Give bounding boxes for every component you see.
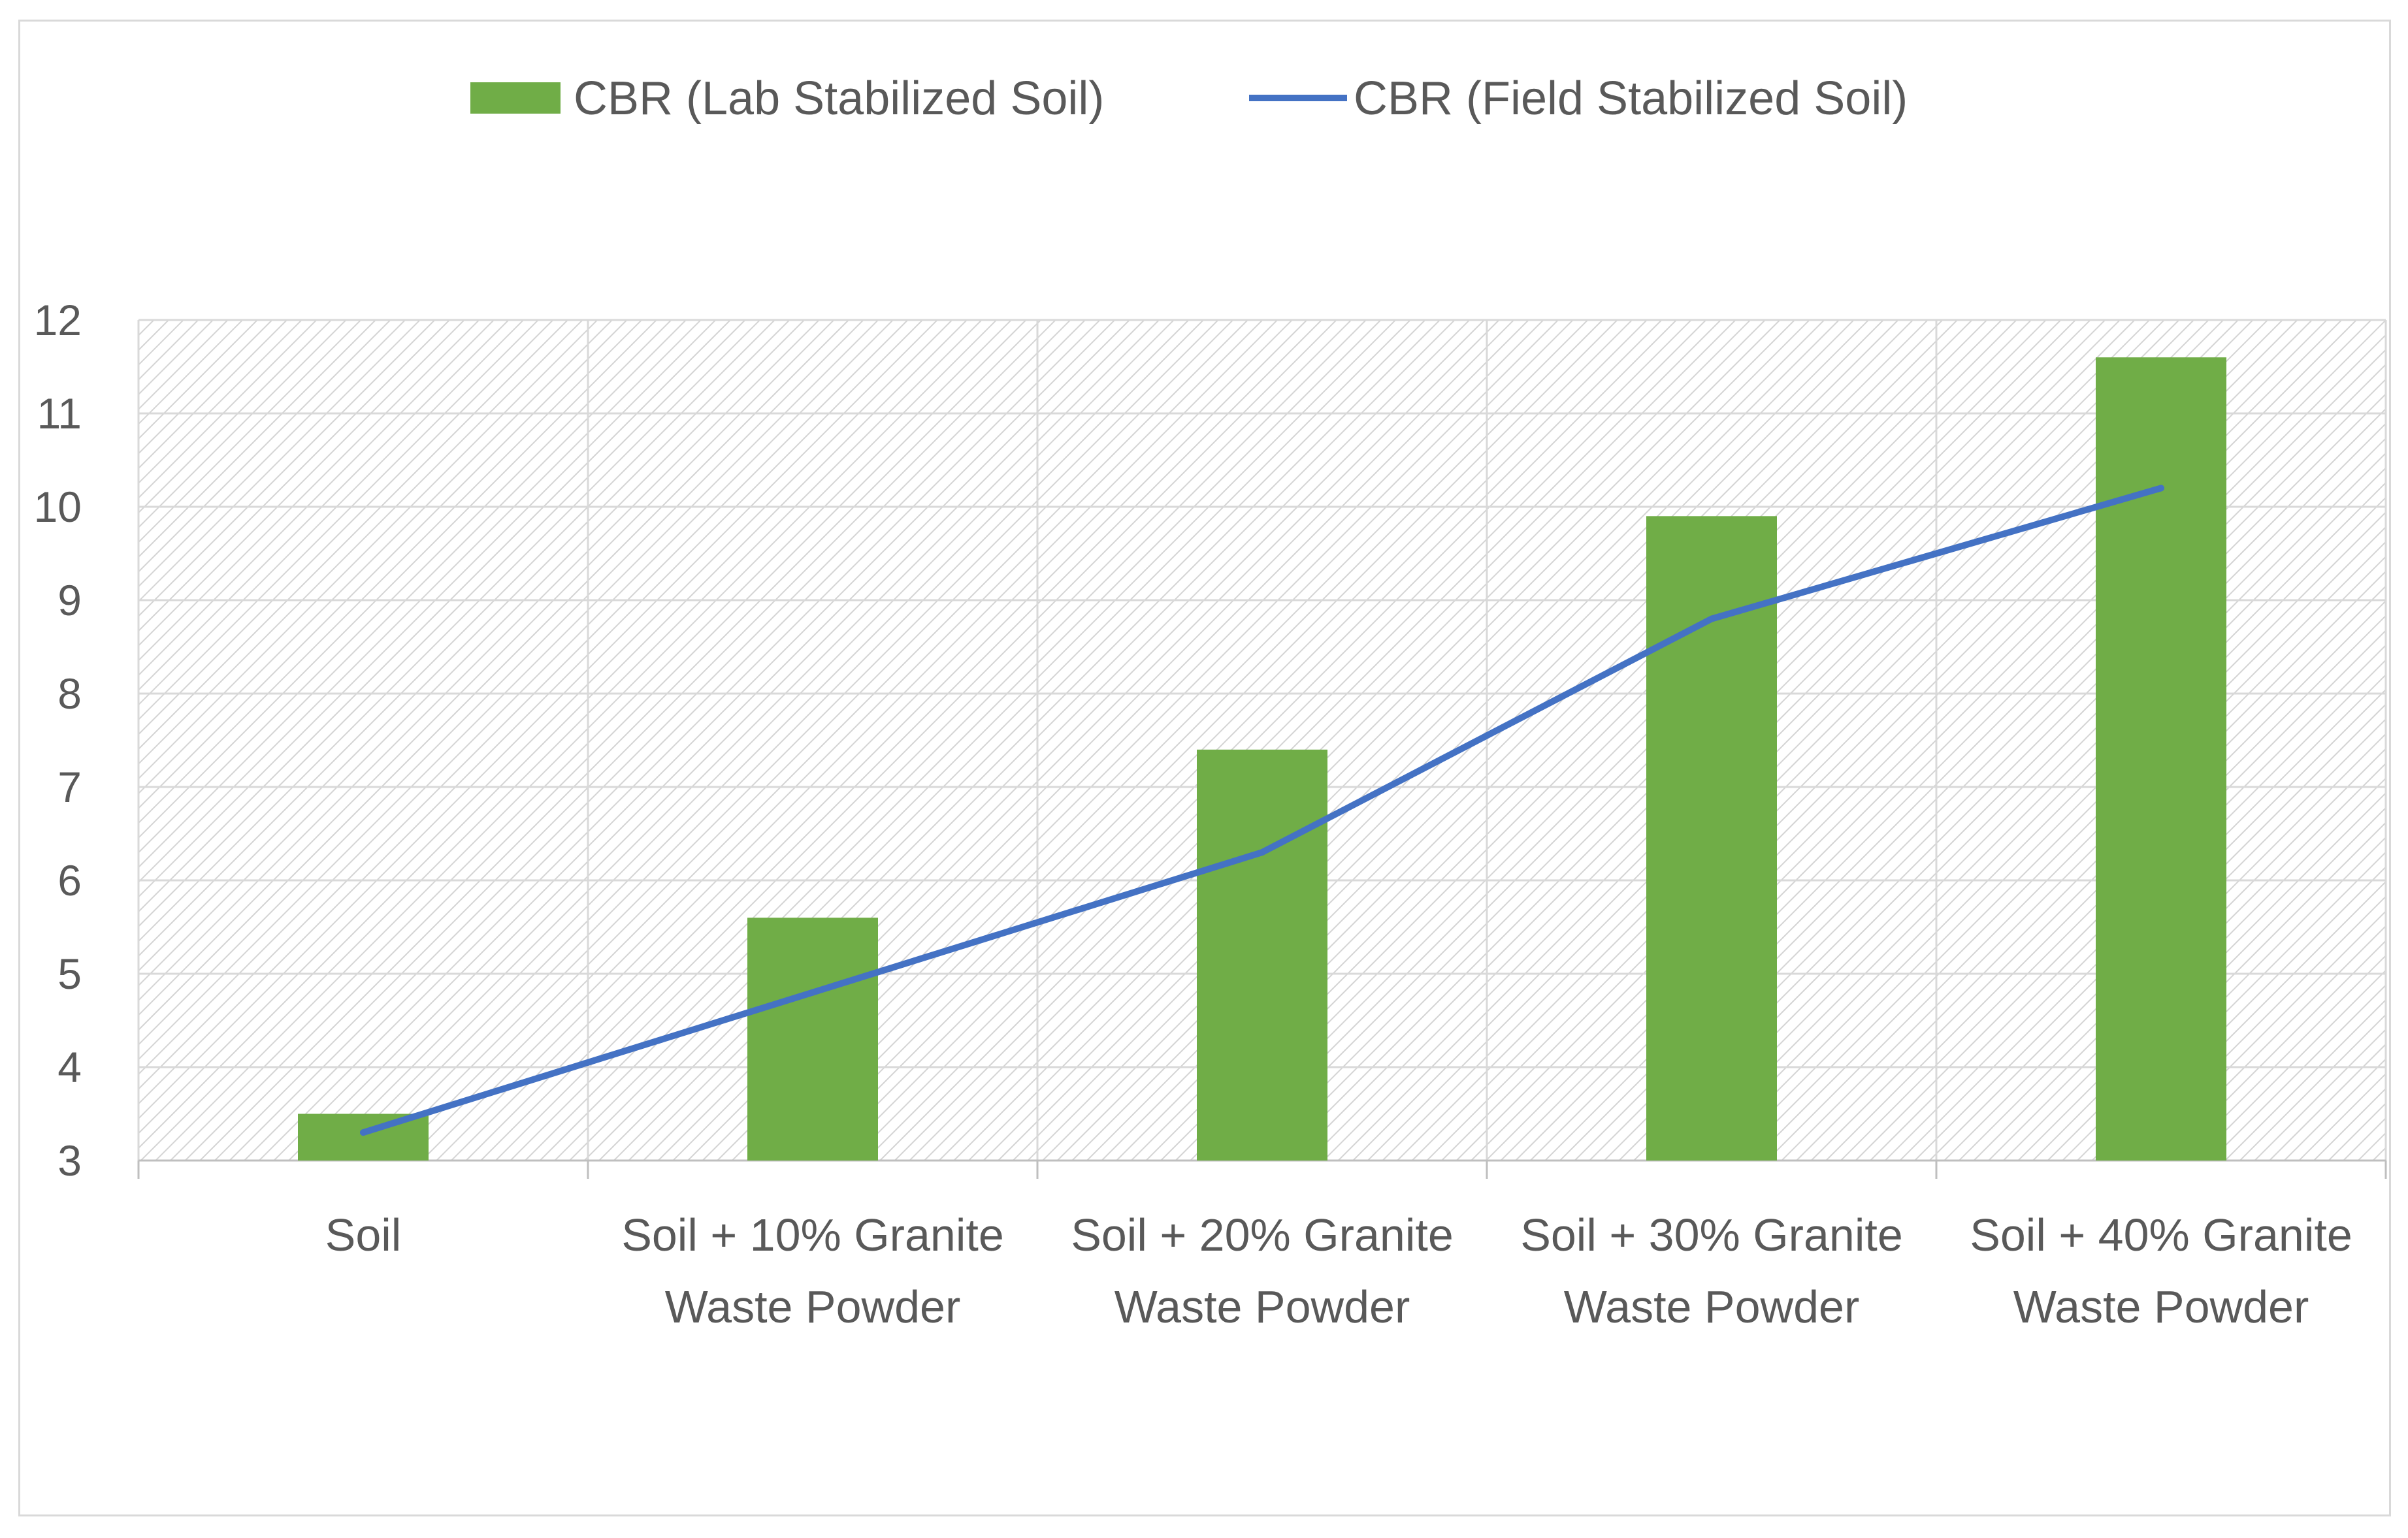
bar-lab-cbr (1197, 749, 1327, 1161)
axes (137, 1159, 2387, 1179)
axis-labels: 3 4 5 6 7 8 9 10 11 12 Soil Soil + 10% Granite Waste… (34, 296, 2352, 1332)
y-tick-label: 9 (57, 576, 82, 624)
legend-label-lab: CBR (Lab Stabilized Soil) (574, 72, 1104, 125)
y-tick-label: 5 (57, 950, 82, 998)
line-point-field-cbr (2158, 485, 2164, 492)
bar-lab-cbr (747, 918, 878, 1161)
y-tick-label: 11 (37, 389, 82, 438)
line-point-field-cbr (1259, 849, 1265, 856)
line-point-field-cbr (809, 989, 816, 996)
x-category-label: Waste Powder (1564, 1281, 1860, 1332)
line-point-field-cbr (1708, 615, 1715, 622)
y-tick-label: 10 (34, 483, 82, 531)
y-tick-label: 8 (57, 669, 82, 718)
x-category-label: Soil + 20% Granite (1071, 1210, 1454, 1260)
x-category-label: Waste Powder (665, 1281, 961, 1332)
y-tick-label: 6 (57, 856, 82, 905)
line-series (360, 485, 2164, 1136)
legend-label-field: CBR (Field Stabilized Soil) (1354, 72, 1908, 125)
bar-lab-cbr (1646, 516, 1777, 1161)
y-tick-label: 12 (34, 296, 82, 344)
bar-lab-cbr (2096, 357, 2226, 1161)
legend-swatch-lab (470, 82, 561, 114)
x-category-label: Soil + 10% Granite (621, 1210, 1004, 1260)
x-category-label: Soil + 30% Granite (1520, 1210, 1903, 1260)
bar-series (298, 357, 2226, 1161)
x-category-label: Waste Powder (2013, 1281, 2309, 1332)
x-category-label: Soil (325, 1210, 402, 1260)
legend: CBR (Lab Stabilized Soil) CBR (Field Stab… (470, 72, 1908, 125)
x-category-label: Waste Powder (1115, 1281, 1410, 1332)
y-tick-label: 7 (57, 763, 82, 811)
x-category-label: Soil + 40% Granite (1970, 1210, 2352, 1260)
y-tick-label: 4 (57, 1043, 82, 1091)
y-tick-label: 3 (57, 1136, 82, 1185)
line-point-field-cbr (360, 1129, 366, 1136)
